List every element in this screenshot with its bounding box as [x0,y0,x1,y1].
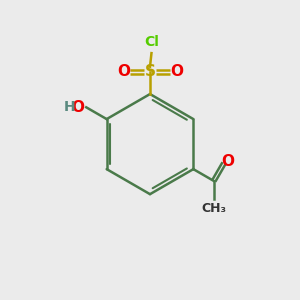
Text: O: O [71,100,84,115]
Text: Cl: Cl [144,35,159,49]
Text: CH₃: CH₃ [201,202,226,215]
Text: O: O [170,64,183,80]
Text: S: S [145,64,155,80]
Text: O: O [117,64,130,80]
Text: O: O [221,154,234,169]
Text: H: H [64,100,76,114]
